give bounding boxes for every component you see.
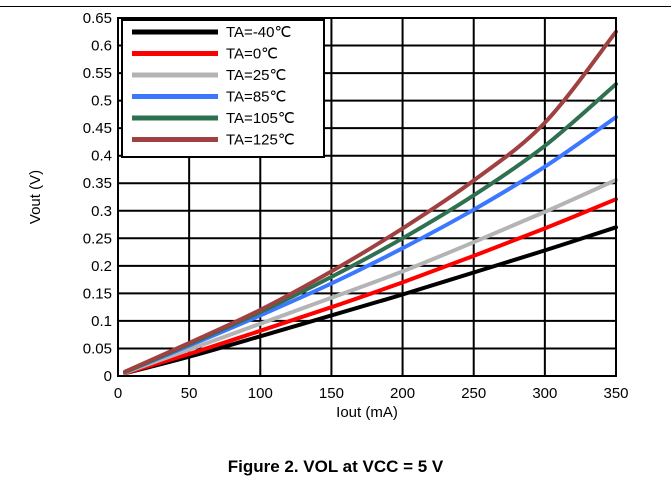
series-line-0 <box>123 225 618 376</box>
y-axis-label: Vout (V) <box>27 170 44 224</box>
legend-label: TA=-40℃ <box>226 24 291 41</box>
y-tick-label: 0.2 <box>91 258 112 275</box>
y-tick-label: 0.55 <box>83 65 112 82</box>
legend-box <box>121 19 325 158</box>
vout-vs-iout-chart: 0 50 100 150 200 250 300 350 0 0.05 0.1 0.15 0.2 0.2… <box>27 10 629 421</box>
plot-frame <box>117 17 617 377</box>
series-line-1 <box>123 197 618 376</box>
y-tick-label: 0.1 <box>91 313 112 330</box>
y-tick-labels: 0 0.05 0.1 0.15 0.2 0.25 0.3 0.35 0.4 0.45 0.5 0.55… <box>83 10 112 385</box>
y-tick-label: 0.25 <box>83 230 112 247</box>
y-tick-label: 0.05 <box>83 340 112 357</box>
x-tick-label: 150 <box>319 385 344 402</box>
legend-label: TA=125℃ <box>226 132 295 149</box>
legend-label: TA=0℃ <box>226 46 278 63</box>
series-line-5 <box>123 29 618 374</box>
y-tick-label: 0.65 <box>83 10 112 27</box>
legend-label: TA=25℃ <box>226 67 286 84</box>
y-tick-label: 0.5 <box>91 93 112 110</box>
series-lines <box>123 29 618 376</box>
y-tick-label: 0.35 <box>83 175 112 192</box>
x-tick-label: 350 <box>603 385 628 402</box>
y-tick-label: 0.15 <box>83 285 112 302</box>
y-tick-label: 0.6 <box>91 38 112 55</box>
y-tick-label: 0.4 <box>91 148 112 165</box>
legend-label: TA=105℃ <box>226 110 295 127</box>
legend: TA=-40℃ TA=0℃ TA=25℃ TA=85℃ TA=105℃ TA=125℃ <box>121 19 325 158</box>
x-tick-label: 100 <box>248 385 273 402</box>
y-tick-label: 0 <box>104 368 112 385</box>
legend-label: TA=85℃ <box>226 89 286 106</box>
y-tick-label: 0.3 <box>91 203 112 220</box>
x-tick-label: 0 <box>114 385 122 402</box>
x-tick-label: 300 <box>532 385 557 402</box>
y-tick-label: 0.45 <box>83 120 112 137</box>
figure-caption: Figure 2. VOL at VCC = 5 V <box>227 457 444 476</box>
x-tick-label: 200 <box>390 385 415 402</box>
top-rule <box>0 6 671 7</box>
series-line-2 <box>123 177 618 375</box>
x-tick-label: 250 <box>461 385 486 402</box>
x-tick-labels: 0 50 100 150 200 250 300 350 <box>114 385 629 402</box>
x-axis-label: Iout (mA) <box>336 404 398 421</box>
x-tick-label: 50 <box>181 385 198 402</box>
